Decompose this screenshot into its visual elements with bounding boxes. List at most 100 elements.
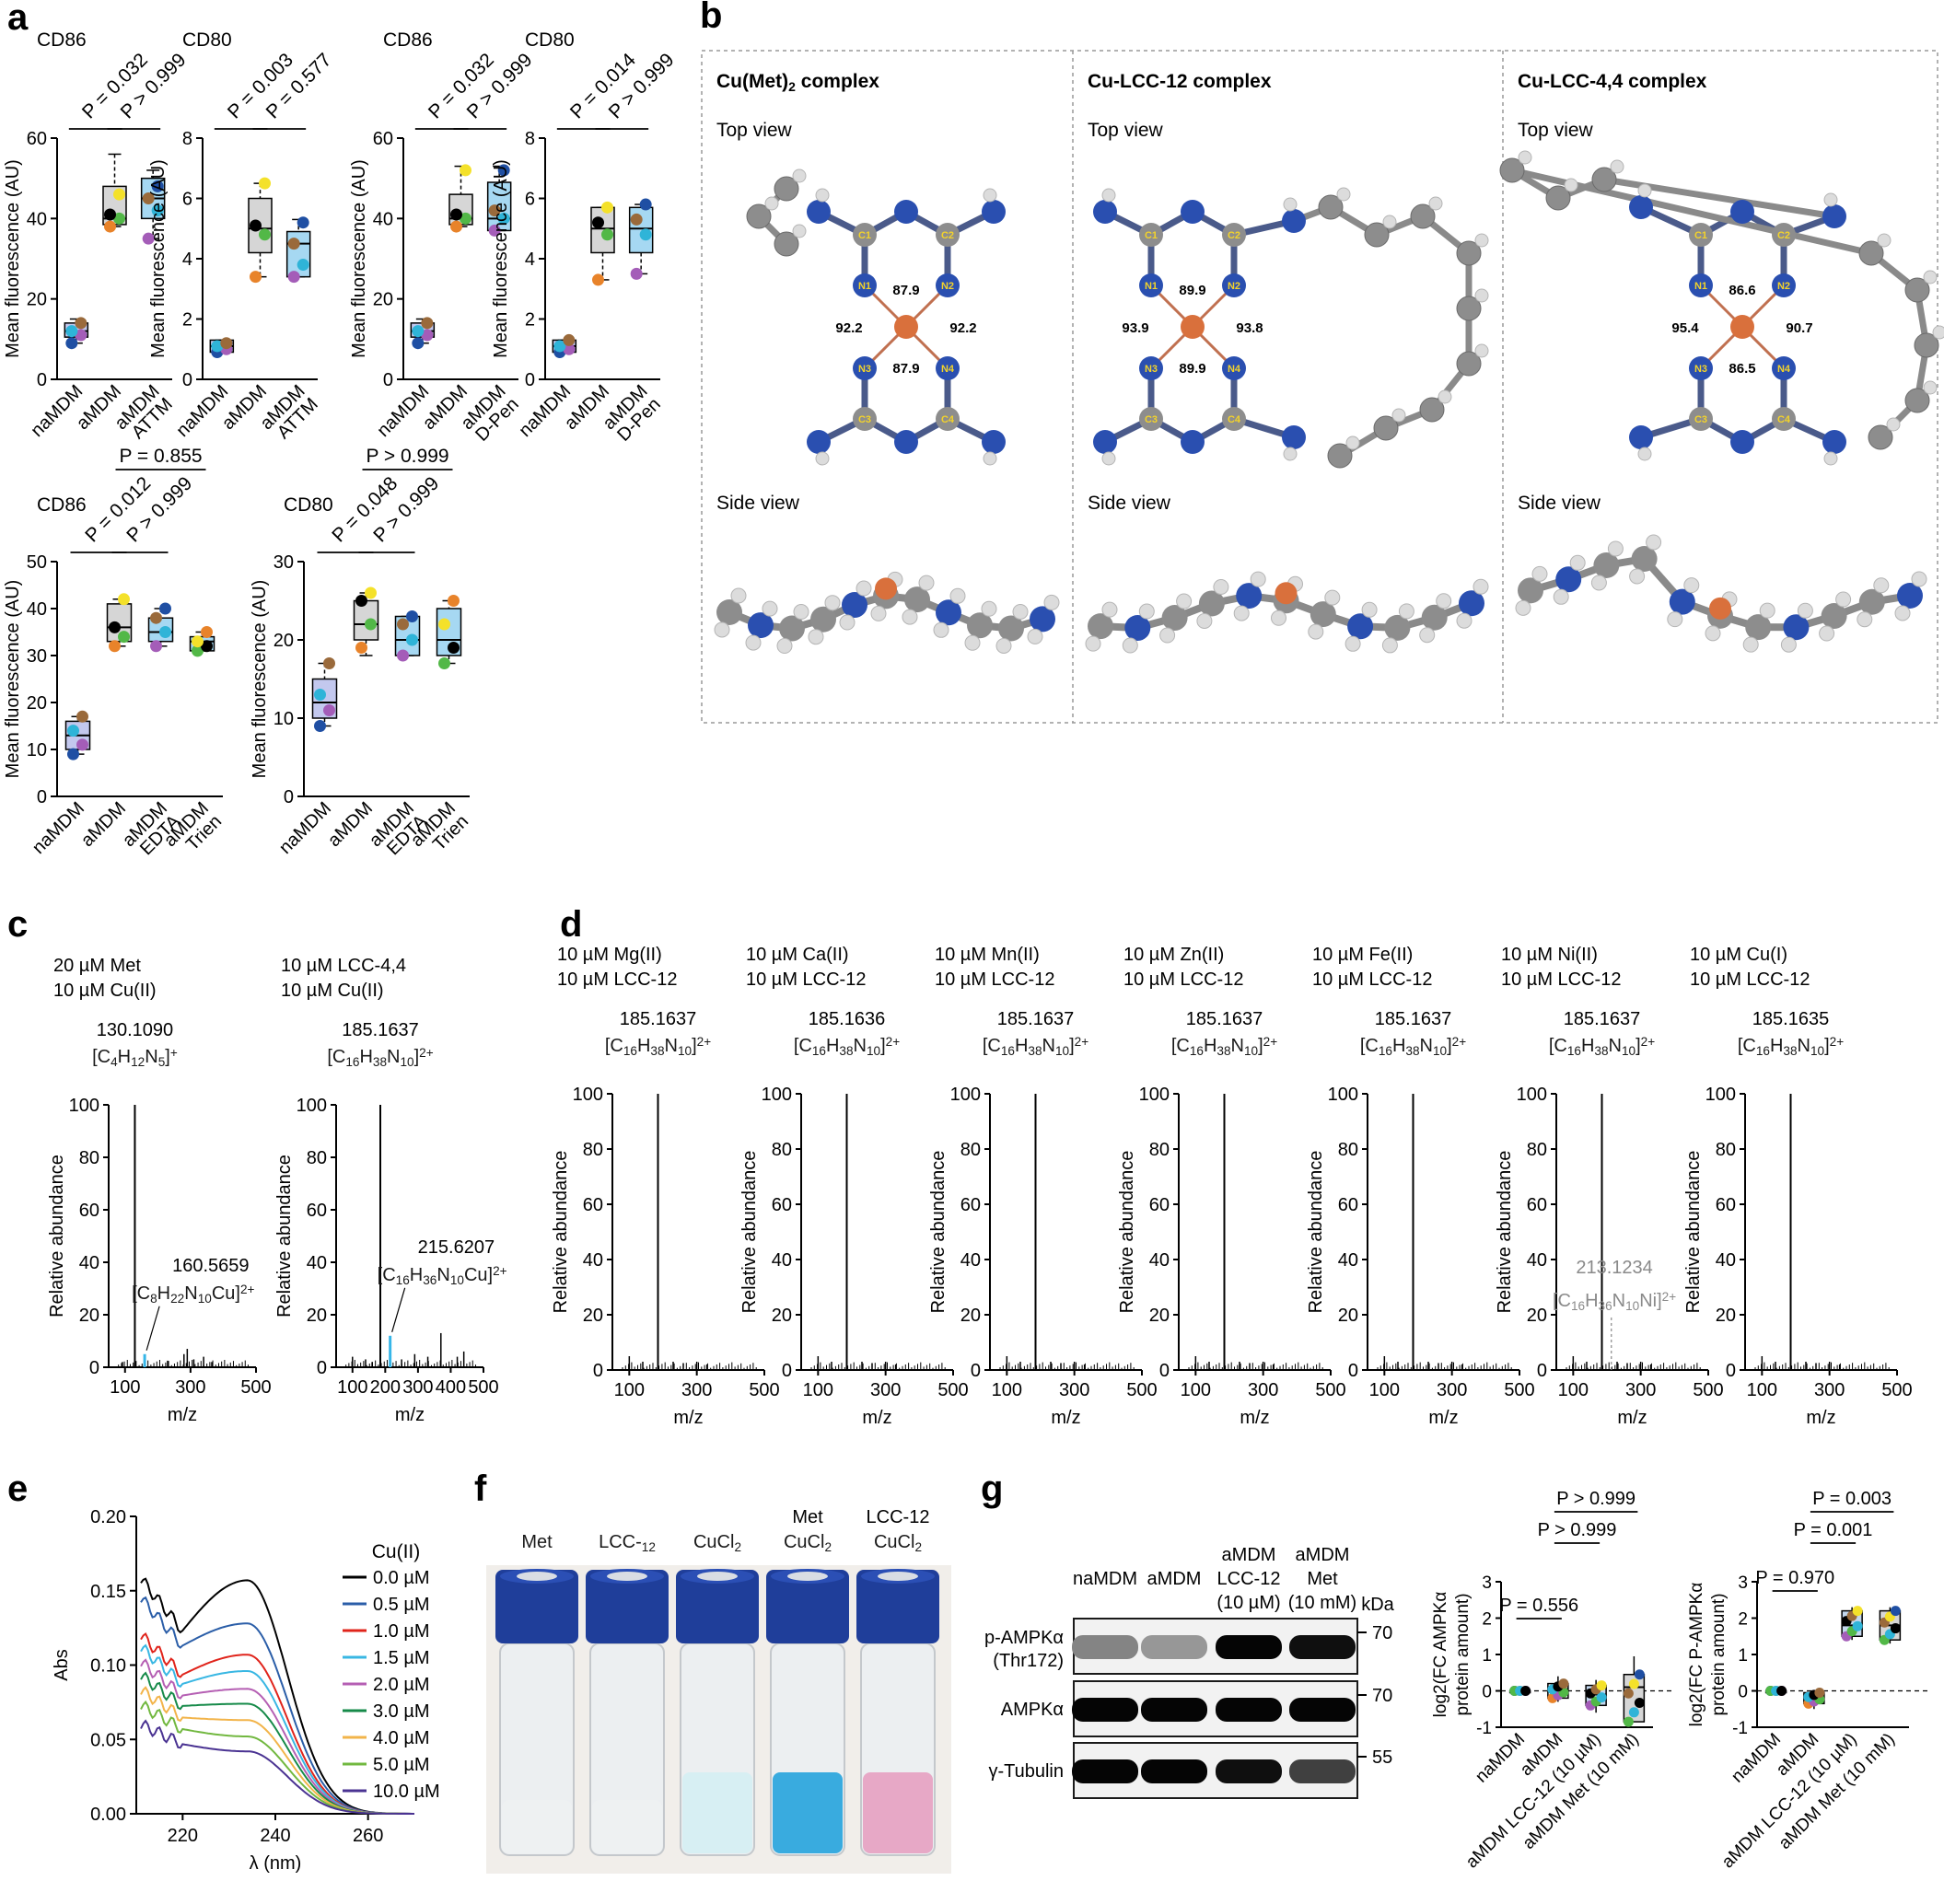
carbon-atom [1456,351,1482,377]
vial-cap [766,1570,849,1643]
blot-band [1141,1635,1207,1659]
hydrogen-atom [815,451,830,466]
peak-mz: 185.1636 [809,1009,885,1029]
nitrogen-atom [1783,614,1810,641]
hydrogen-atom [1101,451,1116,466]
secondary-peak-mz: 215.6207 [418,1237,495,1258]
bond-angle: 90.7 [1786,320,1812,336]
y-tick-label: 30 [27,646,47,667]
hydrogen-atom [1085,635,1101,652]
atom-label: C3 [858,414,871,425]
y-tick-label: 100 [573,1085,603,1105]
condition-line-2: 10 µM LCC-12 [1123,969,1243,990]
y-tick-label: 100 [297,1096,327,1116]
hydrogen-atom [949,587,966,604]
boxplot-title: CD80 [525,29,575,51]
hydrogen-atom [933,621,949,638]
x-axis-label: m/z [862,1408,891,1428]
mass-spectrum: 10 µM Cu(I) 10 µM LCC-12 185.1635 [C16H38N1… [1683,945,1913,1428]
y-axis-label: Relative abundance [739,1151,760,1314]
peak-mz: 185.1635 [1752,1009,1829,1029]
y-tick-label: 3 [1738,1573,1748,1593]
y-tick-label: 8 [525,129,535,149]
y-tick-label: 40 [583,1250,603,1271]
complex-1: Cu(Met)2 complex Top view Side view C1 C2 N1 N… [714,71,1060,655]
ni-peak-formula: [C16H36N10Ni]2+ [1553,1290,1676,1313]
legend-title: Cu(II) [372,1541,421,1562]
legend-label: 4.0 µM [373,1728,430,1748]
blot-row-label-2: (Thr172) [993,1651,1064,1671]
complex-title: Cu-LCC-12 complex [1088,71,1272,92]
hydrogen-atom [808,629,824,645]
data-point [397,618,409,631]
carbon-atom [1222,407,1246,431]
carbon-atom [1139,223,1163,247]
carbon-atom [1198,590,1225,617]
panel-label-d: d [560,904,582,945]
vial-label-line-1: LCC-12 [867,1507,930,1527]
vial-cap [495,1570,578,1643]
nitrogen-atom [894,200,918,224]
hydrogen-atom [1043,594,1060,610]
hydrogen-atom [1667,611,1683,628]
y-tick-label: 3 [1482,1573,1492,1593]
mass-spectrum: 10 µM Mn(II) 10 µM LCC-12 185.1637 [C16H38N… [928,945,1158,1428]
condition-line-1: 10 µM Cu(I) [1690,945,1787,965]
atom-label: N1 [1145,281,1158,292]
hydrogen-atom [1923,380,1938,395]
nitrogen-atom [1669,588,1695,615]
hydrogen-atom [983,451,997,466]
nitrogen-atom [1181,430,1205,454]
data-point [1890,1606,1901,1617]
y-tick-label: 60 [307,1201,327,1221]
hydrogen-atom [1283,447,1298,461]
x-axis-label: m/z [168,1405,197,1425]
atom-label: N2 [941,281,954,292]
condition-line-1: 10 µM LCC-4,4 [281,956,406,976]
hydrogen-atom [1531,565,1548,582]
y-tick-label: 50 [27,552,47,573]
hydrogen-atom [856,580,872,597]
x-tick-label: 100 [110,1377,140,1398]
carbon-atom [936,407,960,431]
y-tick-label: 0 [593,1361,603,1381]
hydrogen-atom [1835,591,1852,608]
y-tick-label: 60 [772,1195,792,1215]
hydrogen-atom [1382,215,1397,229]
p-value: P = 0.855 [119,446,202,467]
hydrogen-atom [995,637,1012,654]
y-tick-label: 40 [772,1250,792,1271]
data-point [250,271,262,284]
y-tick-label: 80 [1149,1140,1170,1160]
mass-spectrum: 10 µM LCC-4,4 10 µM Cu(II) 185.1637 [C16H38… [274,956,507,1425]
y-tick-label: 60 [960,1195,981,1215]
y-tick-label: 0 [37,370,47,390]
atom-label: N4 [1777,364,1791,375]
y-tick-label: 0 [182,370,192,390]
hydrogen-atom [1345,635,1361,652]
data-point [76,738,88,751]
nitrogen-atom [936,273,960,297]
side-view-label: Side view [1088,493,1171,514]
bond-angle: 95.4 [1671,320,1699,336]
x-tick-label: 500 [937,1380,968,1400]
hydrogen-atom [1233,605,1250,621]
nitrogen-atom [807,430,831,454]
x-tick-label: 100 [1181,1380,1211,1400]
y-axis-label: Relative abundance [47,1155,67,1318]
mass-spectrum: 10 µM Fe(II) 10 µM LCC-12 185.1637 [C16H38N… [1306,945,1535,1428]
vial-1: Met [495,1532,578,1856]
nitrogen-atom [1222,356,1246,380]
boxplot-title: CD80 [284,494,333,516]
x-tick-label: 100 [992,1380,1022,1400]
hydrogen-atom [1515,599,1531,616]
y-tick-label: 20 [1716,1306,1736,1326]
data-point [1890,1623,1901,1634]
data-point [65,325,78,338]
hydrogen-atom [1436,593,1452,610]
legend-label: 0.5 µM [373,1595,430,1615]
carbon-atom [853,223,877,247]
panel-label-a: a [7,0,29,38]
vial-liquid [863,1772,933,1853]
y-axis-label: Relative abundance [551,1151,571,1314]
